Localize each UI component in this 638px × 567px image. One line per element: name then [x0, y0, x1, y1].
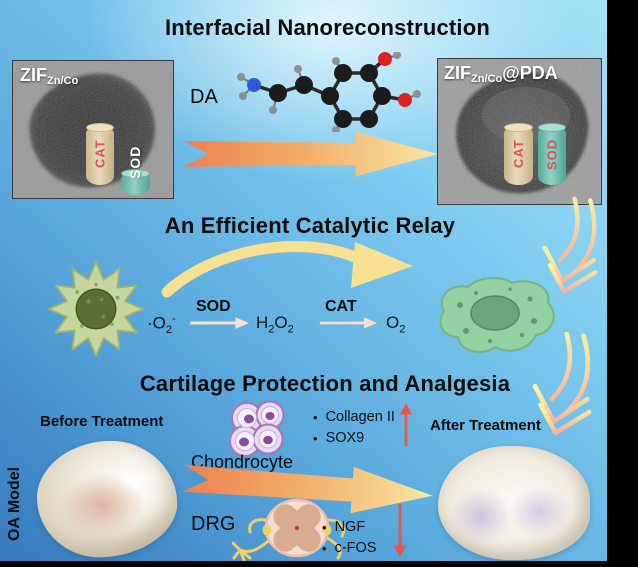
tem-zif-pda-label: ZIFZn/Co@PDA: [444, 63, 558, 85]
relay-curved-arrow: [161, 241, 413, 298]
reaction-arrow-right-top: [183, 131, 438, 177]
sod-cylinder-pda: SOD: [538, 123, 566, 185]
drg-marker-list: • NGF • c-FOS: [322, 517, 376, 559]
sod-cylinder: [121, 169, 150, 195]
tem-zif-label: ZIFZn/Co: [20, 65, 79, 87]
chondrocyte-marker-list: • Collagen II • SOX9: [313, 407, 395, 449]
cat-cylinder-pda: CAT: [504, 123, 533, 185]
m1-nucleus: [75, 288, 117, 330]
cat-step-arrow: [319, 317, 378, 329]
femur-after-photo: [438, 446, 590, 560]
sod-cylinder-label: SOD: [127, 145, 143, 179]
sod-enzyme-label: SOD: [196, 298, 231, 315]
marker-sox9: • SOX9: [313, 430, 365, 446]
chondrocyte-cells-icon: [229, 400, 285, 457]
superoxide-label: ·O2-: [147, 313, 176, 337]
dopamine-molecule-icon: [237, 52, 421, 132]
sod-step-arrow: [189, 317, 250, 329]
oa-model-label: OA Model: [6, 466, 23, 542]
up-trend-arrow-icon: [399, 402, 413, 447]
marker-ngf: • NGF: [322, 519, 366, 535]
section2-title: An Efficient Catalytic Relay: [164, 213, 456, 238]
chondrocyte-label: Chondrocyte: [191, 452, 294, 472]
o2-label: O2: [386, 313, 406, 336]
section1-title: Interfacial Nanoreconstruction: [164, 15, 491, 40]
right-letterbox-band: [607, 0, 638, 567]
cat-enzyme-label: CAT: [325, 298, 357, 315]
curved-arrow-down-2: [532, 332, 592, 436]
after-treatment-label: After Treatment: [430, 417, 541, 434]
m2-nucleus: [470, 295, 520, 331]
cat-cylinder: CAT: [86, 123, 114, 185]
marker-c-fos: • c-FOS: [322, 540, 377, 556]
dopamine-abbrev-label: DA: [190, 86, 218, 108]
tem-zif-pda-panel: ZIFZn/Co@PDA CAT SOD: [437, 58, 602, 205]
femur-before-photo: [34, 437, 180, 561]
drg-label: DRG: [191, 513, 236, 535]
h2o2-label: H2O2: [256, 313, 294, 336]
marker-collagen-ii: • Collagen II: [313, 409, 395, 425]
m2-macrophage-icon: [439, 277, 555, 353]
section3-title: Cartilage Protection and Analgesia: [139, 371, 511, 396]
tem-zif-panel: ZIFZn/Co CAT SOD: [12, 60, 174, 199]
down-trend-arrow-icon: [393, 503, 407, 558]
spinal-cord-drg-icon: [232, 498, 345, 562]
before-treatment-label: Before Treatment: [40, 413, 164, 430]
bottom-letterbox-band: [0, 561, 638, 567]
m1-macrophage-icon: [47, 260, 145, 358]
reaction-arrow-right-bottom: [182, 464, 433, 514]
curved-arrow-down-1: [542, 196, 598, 294]
